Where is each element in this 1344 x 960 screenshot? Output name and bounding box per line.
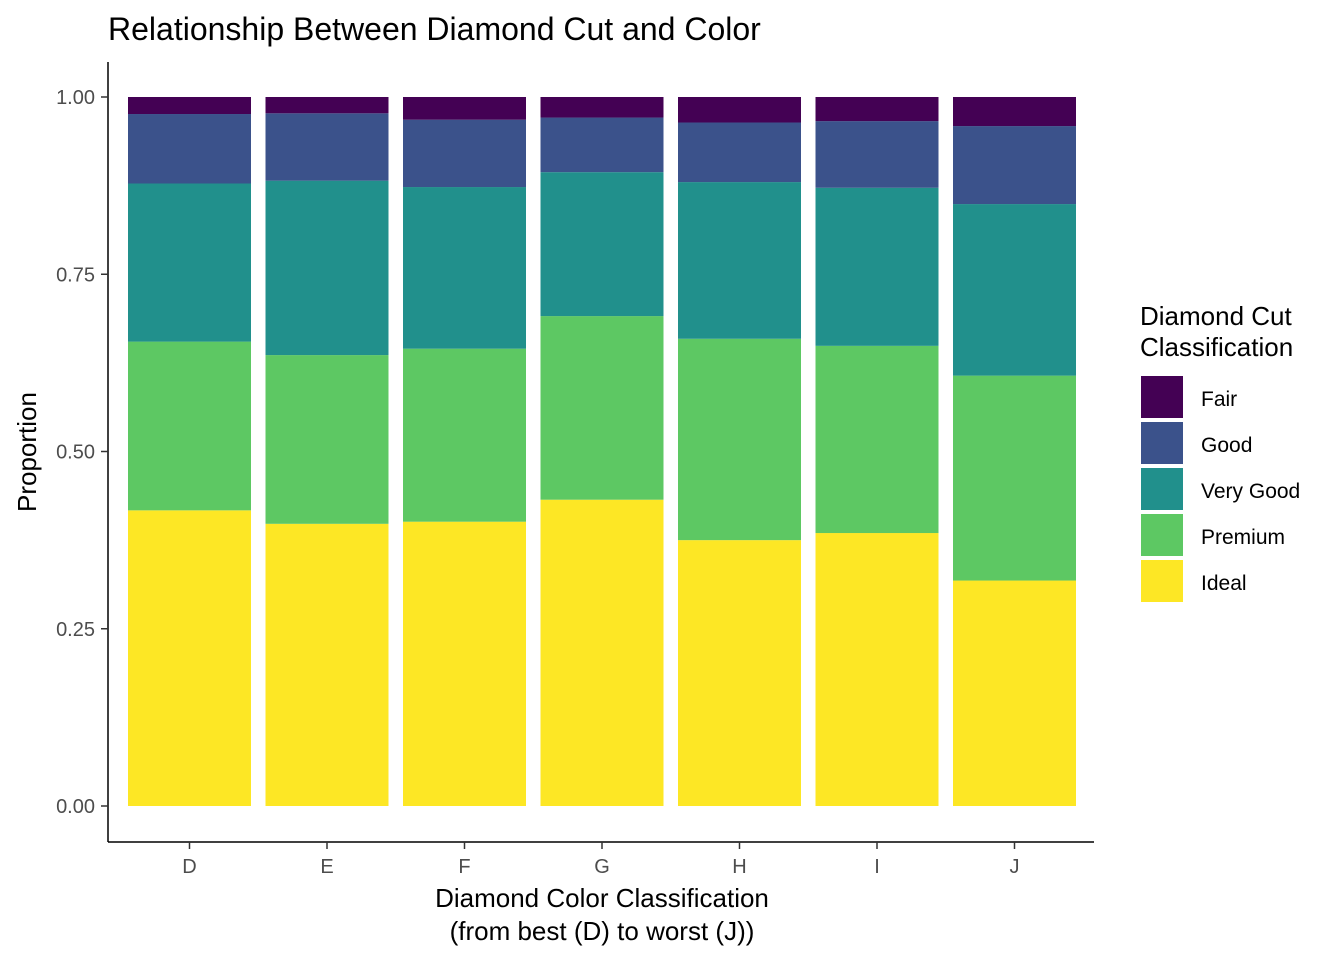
legend-label-ideal: Ideal bbox=[1201, 572, 1247, 595]
bar-segment-E-good bbox=[265, 113, 389, 181]
legend-swatch-premium bbox=[1141, 514, 1183, 556]
y-tick-label: 1.00 bbox=[56, 87, 95, 109]
x-tick-label-D: D bbox=[182, 856, 196, 878]
bar-segment-G-fair bbox=[540, 97, 664, 118]
legend-label-premium: Premium bbox=[1201, 526, 1285, 549]
x-tick-label-E: E bbox=[320, 856, 333, 878]
bar-segment-F-fair bbox=[403, 97, 526, 120]
legend: Diamond Cut Classification Fair Good Very … bbox=[1140, 301, 1300, 602]
bar-segment-J-fair bbox=[953, 97, 1076, 127]
bar-segment-D-very-good bbox=[128, 183, 251, 342]
legend-title-line-2: Classification bbox=[1140, 332, 1293, 362]
axes-group: 0.00 0.25 0.50 0.75 1.00 D E F G H I J bbox=[56, 62, 1094, 878]
bar-segment-I-ideal bbox=[815, 533, 939, 806]
bar-segment-I-very-good bbox=[815, 187, 939, 346]
legend-swatch-very-good bbox=[1141, 468, 1183, 510]
bar-segment-E-fair bbox=[265, 97, 389, 114]
bar-segment-G-premium bbox=[540, 316, 664, 500]
x-tick-label-G: G bbox=[594, 856, 610, 878]
bar-segment-E-very-good bbox=[265, 180, 389, 356]
bar-segment-E-ideal bbox=[265, 523, 389, 806]
x-axis-title-line-1: Diamond Color Classification bbox=[435, 883, 769, 913]
legend-label-very-good: Very Good bbox=[1201, 480, 1300, 503]
bar-segment-D-premium bbox=[128, 341, 251, 511]
bar-segment-G-very-good bbox=[540, 172, 664, 317]
bar-segment-J-premium bbox=[953, 375, 1076, 581]
bar-segment-E-premium bbox=[265, 355, 389, 524]
y-tick-label: 0.75 bbox=[56, 264, 95, 286]
bar-segment-J-ideal bbox=[953, 580, 1076, 806]
bar-segment-F-good bbox=[403, 119, 526, 188]
bar-segment-F-ideal bbox=[403, 521, 526, 806]
legend-title-line-1: Diamond Cut bbox=[1140, 301, 1293, 331]
bar-segment-D-good bbox=[128, 114, 251, 184]
y-tick-label: 0.25 bbox=[56, 619, 95, 641]
legend-swatch-fair bbox=[1141, 376, 1183, 418]
bar-segment-H-premium bbox=[678, 338, 801, 541]
x-axis-title-line-2: (from best (D) to worst (J)) bbox=[450, 916, 755, 946]
x-tick-label-F: F bbox=[458, 856, 470, 878]
legend-swatch-ideal bbox=[1141, 560, 1183, 602]
bar-segment-F-very-good bbox=[403, 187, 526, 349]
legend-swatch-good bbox=[1141, 422, 1183, 464]
bars-group bbox=[128, 97, 1076, 807]
bar-segment-H-ideal bbox=[678, 540, 801, 807]
bar-segment-D-ideal bbox=[128, 510, 251, 806]
x-tick-label-J: J bbox=[1010, 856, 1020, 878]
bar-segment-D-fair bbox=[128, 97, 251, 115]
bar-segment-I-fair bbox=[815, 97, 939, 122]
bar-segment-F-premium bbox=[403, 348, 526, 522]
bar-segment-G-ideal bbox=[540, 499, 664, 806]
x-tick-label-I: I bbox=[874, 856, 880, 878]
bar-segment-J-very-good bbox=[953, 204, 1076, 376]
legend-items: Fair Good Very Good Premium Ideal bbox=[1141, 376, 1300, 602]
legend-label-fair: Fair bbox=[1201, 388, 1237, 411]
bar-segment-G-good bbox=[540, 117, 664, 173]
bar-segment-I-premium bbox=[815, 345, 939, 534]
bar-segment-H-very-good bbox=[678, 182, 801, 339]
bar-segment-H-fair bbox=[678, 97, 801, 123]
legend-label-good: Good bbox=[1201, 434, 1252, 457]
y-axis-title: Proportion bbox=[12, 392, 42, 512]
y-tick-label: 0.50 bbox=[56, 442, 95, 464]
chart-title: Relationship Between Diamond Cut and Col… bbox=[108, 11, 761, 47]
bar-segment-H-good bbox=[678, 122, 801, 183]
bar-segment-I-good bbox=[815, 121, 939, 188]
y-tick-label: 0.00 bbox=[56, 796, 95, 818]
x-tick-label-H: H bbox=[732, 856, 746, 878]
bar-segment-J-good bbox=[953, 126, 1076, 205]
